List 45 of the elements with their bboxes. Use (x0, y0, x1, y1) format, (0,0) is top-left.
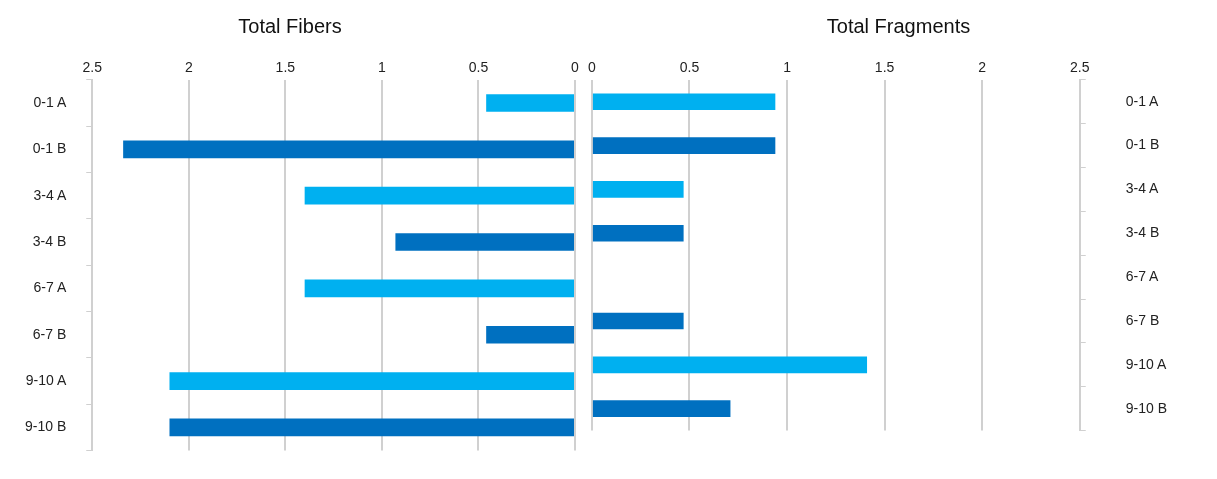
bar (592, 93, 776, 111)
bar (395, 233, 574, 251)
chart-title: Total Fragments (826, 14, 971, 37)
x-tick-label: 1 (783, 59, 792, 76)
y-tick-label: 6-7 A (1125, 267, 1160, 284)
x-tick-label: 1.5 (874, 59, 895, 76)
bar (486, 325, 574, 344)
bar (304, 186, 574, 205)
x-tick-label: 2 (184, 59, 193, 76)
y-tick-label: 3-4 A (33, 186, 67, 203)
y-tick-label: 3-4 A (1125, 180, 1160, 197)
bar (592, 356, 868, 374)
y-tick-label: 9-10 A (25, 371, 67, 388)
y-tick-label: 9-10 B (1125, 399, 1167, 416)
bar (304, 279, 574, 298)
y-tick-label: 9-10 A (1125, 355, 1167, 372)
bar (592, 312, 684, 330)
x-tick-label: 2 (978, 59, 987, 76)
y-tick-label: 6-7 B (1125, 311, 1160, 328)
y-tick-label: 0-1 A (33, 93, 67, 110)
bar (592, 137, 776, 154)
y-tick-label: 3-4 B (32, 232, 67, 249)
x-tick-label: 1 (378, 59, 386, 76)
y-tick-label: 0-1 A (1125, 92, 1160, 109)
bar (592, 181, 684, 198)
y-tick-label: 0-1 B (32, 140, 67, 157)
bar (169, 372, 574, 390)
x-tick-label: 0.5 (679, 59, 700, 76)
chart-title: Total Fibers (238, 14, 342, 37)
x-tick-label: 0 (587, 59, 596, 76)
bar (123, 140, 574, 159)
x-tick-label: 0.5 (468, 59, 489, 76)
bar (169, 418, 574, 437)
x-tick-label: 1.5 (275, 59, 296, 76)
x-tick-label: 2.5 (1070, 59, 1090, 76)
y-tick-label: 0-1 B (1125, 136, 1160, 153)
y-tick-label: 6-7 A (33, 279, 67, 296)
bar (486, 94, 574, 112)
bar (592, 400, 731, 418)
x-tick-label: 0 (571, 59, 580, 76)
y-tick-label: 6-7 B (32, 325, 67, 342)
bar (592, 224, 684, 242)
y-tick-label: 9-10 B (25, 418, 67, 435)
x-tick-label: 2.5 (82, 59, 103, 76)
y-tick-label: 3-4 B (1125, 224, 1160, 241)
